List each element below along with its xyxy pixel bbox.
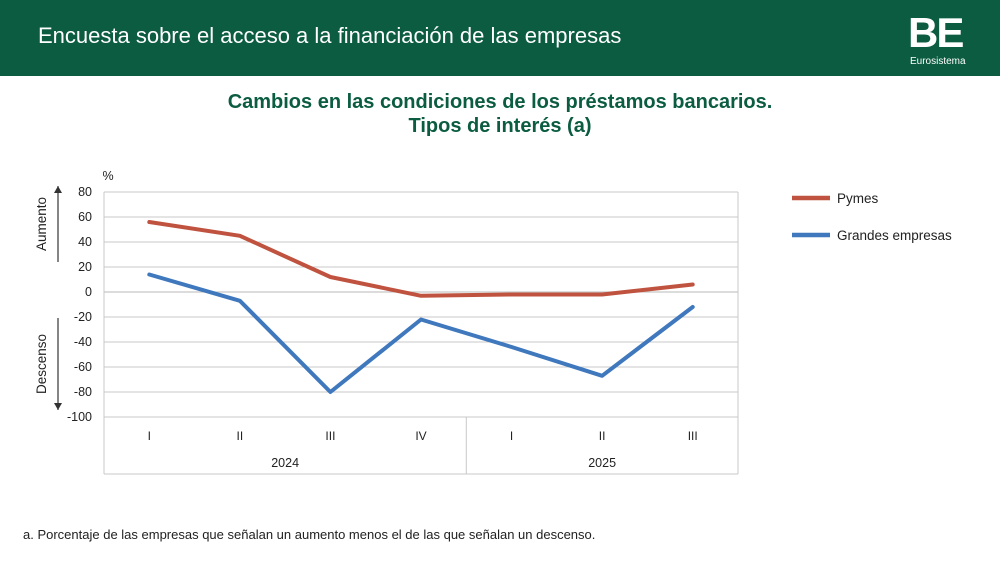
y-tick-label: 0 [85, 285, 92, 299]
header-bar: Encuesta sobre el acceso a la financiaci… [0, 0, 1000, 76]
y-tick-label: 40 [78, 235, 92, 249]
banco-espana-logo: BE Eurosistema [908, 12, 978, 68]
y-tick-label: -20 [74, 310, 92, 324]
x-tick-label: II [237, 429, 244, 443]
y-tick-label: -40 [74, 335, 92, 349]
x-tick-label: III [688, 429, 698, 443]
x-tick-label: I [148, 429, 151, 443]
y-tick-label: 80 [78, 185, 92, 199]
legend-label: Grandes empresas [837, 228, 952, 243]
y-tick-label: 20 [78, 260, 92, 274]
x-tick-label: IV [415, 429, 426, 443]
header-title: Encuesta sobre el acceso a la financiaci… [38, 23, 622, 48]
x-tick-label: II [599, 429, 606, 443]
series-line-pymes [147, 220, 695, 298]
x-group-label: 2024 [271, 456, 299, 470]
chart-title: Cambios en las condiciones de los présta… [227, 91, 773, 113]
logo-text: Eurosistema [910, 56, 966, 67]
y-axis-unit-label: % [102, 169, 113, 183]
up-arrow-head [54, 186, 62, 193]
chart-title-block: Cambios en las condiciones de los présta… [0, 90, 1000, 138]
x-group-label: 2025 [588, 456, 616, 470]
series-line-grandes-empresas [147, 272, 695, 394]
down-side-label: Descenso [34, 334, 49, 394]
x-tick-label: I [510, 429, 513, 443]
y-tick-label: -60 [74, 360, 92, 374]
x-tick-label: III [325, 429, 335, 443]
down-arrow-head [54, 403, 62, 410]
footnote: a. Porcentaje de las empresas que señala… [23, 527, 596, 542]
y-tick-label: -80 [74, 385, 92, 399]
y-tick-label: -100 [67, 410, 92, 424]
up-side-label: Aumento [34, 197, 49, 251]
y-tick-label: 60 [78, 210, 92, 224]
logo-mark: BE [908, 9, 964, 56]
legend-label: Pymes [837, 191, 879, 206]
chart-subtitle: Tipos de interés (a) [408, 115, 592, 137]
